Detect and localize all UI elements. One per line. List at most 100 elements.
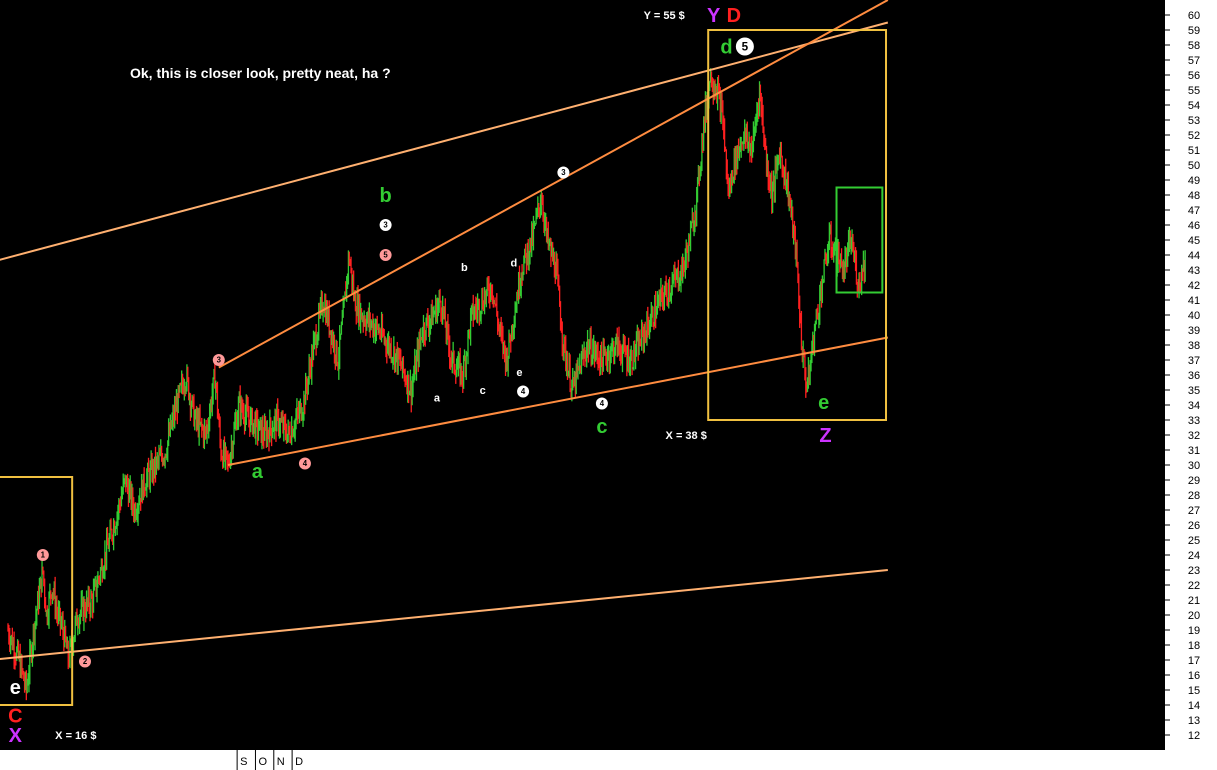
price-tick-label: 14 [1188, 700, 1200, 712]
wave-circle [595, 397, 608, 410]
price-tick-label: 52 [1188, 130, 1200, 142]
wave-label: e [516, 367, 522, 379]
price-tick-label: 46 [1188, 220, 1200, 232]
price-tick-label: 60 [1188, 10, 1200, 22]
price-tick-label: 41 [1188, 295, 1200, 307]
wave-circle [36, 549, 49, 561]
price-tick-label: 51 [1188, 145, 1200, 157]
price-tick-label: 26 [1188, 520, 1200, 532]
wave-circle-label: 3 [383, 221, 388, 230]
price-tick-label: 12 [1188, 730, 1200, 742]
time-tick-label: O [258, 756, 267, 768]
price-tick-label: 25 [1188, 535, 1200, 547]
price-tick-label: 24 [1188, 550, 1200, 562]
wave-label: b [461, 262, 468, 274]
wave-label: C [8, 706, 22, 728]
green-box [835, 186, 884, 294]
price-tick-label: 49 [1188, 175, 1200, 187]
wave-label: X [9, 725, 23, 747]
time-tick-label: S [240, 756, 247, 768]
price-tick-label: 50 [1188, 160, 1200, 172]
price-tick-label: 35 [1188, 385, 1200, 397]
wave-circle-label: 4 [303, 459, 308, 468]
price-tick-label: 15 [1188, 685, 1200, 697]
price-tick-label: 16 [1188, 670, 1200, 682]
price-tick-label: 39 [1188, 325, 1200, 337]
trendline-outer-upper [0, 21, 889, 261]
price-tick-label: 27 [1188, 505, 1200, 517]
price-axis: 12 13 14 15 16 17 18 19 20 21 22 23 24 25 26 27 28 29 30 31… [1165, 10, 1200, 742]
wave-circle [78, 655, 91, 668]
wave-circle [517, 385, 530, 398]
price-tick-label: 47 [1188, 205, 1200, 217]
pattern-boxes [0, 29, 888, 706]
price-tick-label: 13 [1188, 715, 1200, 727]
trendline-middle-support [227, 336, 889, 466]
price-axis-panel [1165, 0, 1217, 770]
wave-label: a [252, 461, 264, 483]
price-tick-label: 20 [1188, 610, 1200, 622]
price-tick-label: 53 [1188, 115, 1200, 127]
wave-circle-label: 2 [83, 657, 88, 666]
price-tick-label: 32 [1188, 430, 1200, 442]
wave-circle-label: 4 [600, 399, 605, 408]
price-tick-label: 54 [1188, 100, 1200, 112]
wave-circle-label: 3 [217, 356, 222, 365]
price-tick-label: 37 [1188, 355, 1200, 367]
price-tick-label: 59 [1188, 25, 1200, 37]
price-tick-label: 31 [1188, 445, 1200, 457]
wave-label: D [727, 5, 741, 27]
wave-label: X = 38 $ [666, 430, 707, 442]
price-tick-label: 43 [1188, 265, 1200, 277]
wave-label: b [379, 185, 391, 207]
wave-circle-label: 4 [521, 387, 526, 396]
price-tick-label: 29 [1188, 475, 1200, 487]
wave-circle [298, 457, 311, 470]
price-tick-label: 44 [1188, 250, 1200, 262]
price-tick-label: 18 [1188, 640, 1200, 652]
right-box [707, 29, 888, 421]
wave-label: d [511, 257, 518, 269]
chart-title: Ok, this is closer look, pretty neat, ha… [130, 65, 391, 81]
price-tick-label: 55 [1188, 85, 1200, 97]
left-box [0, 476, 74, 706]
time-axis-panel [0, 750, 1217, 770]
wave-label: e [818, 392, 829, 414]
price-tick-label: 56 [1188, 70, 1200, 82]
price-tick-label: 30 [1188, 460, 1200, 472]
price-tick-label: 40 [1188, 310, 1200, 322]
price-tick-label: 33 [1188, 415, 1200, 427]
wave-circle [557, 166, 570, 179]
trendline-steep-upper [218, 0, 889, 369]
price-tick-label: 36 [1188, 370, 1200, 382]
wave-label: d [720, 37, 732, 59]
price-candles [7, 68, 866, 701]
price-tick-label: 17 [1188, 655, 1200, 667]
price-tick-label: 38 [1188, 340, 1200, 352]
price-tick-label: 23 [1188, 565, 1200, 577]
price-tick-label: 21 [1188, 595, 1200, 607]
wave-label: X = 16 $ [55, 730, 96, 742]
trendline-lower-support [0, 569, 888, 660]
wave-label: a [434, 392, 441, 404]
price-tick-label: 22 [1188, 580, 1200, 592]
wave-circle [379, 219, 392, 231]
wave-label: Y = 55 $ [644, 10, 685, 22]
wave-label: c [480, 385, 486, 397]
wave-circle [379, 249, 392, 261]
price-tick-label: 58 [1188, 40, 1200, 52]
price-tick-label: 34 [1188, 400, 1200, 412]
price-tick-label: 19 [1188, 625, 1200, 637]
wave-circle-label: 3 [561, 168, 566, 177]
wave-label: Z [819, 425, 831, 447]
price-tick-label: 57 [1188, 55, 1200, 67]
wave-circle [212, 354, 225, 366]
trendlines [0, 0, 889, 660]
wave-circle-label: 5 [383, 251, 388, 260]
wave-circle-label: 5 [742, 41, 749, 54]
wave-label: e [10, 677, 21, 699]
